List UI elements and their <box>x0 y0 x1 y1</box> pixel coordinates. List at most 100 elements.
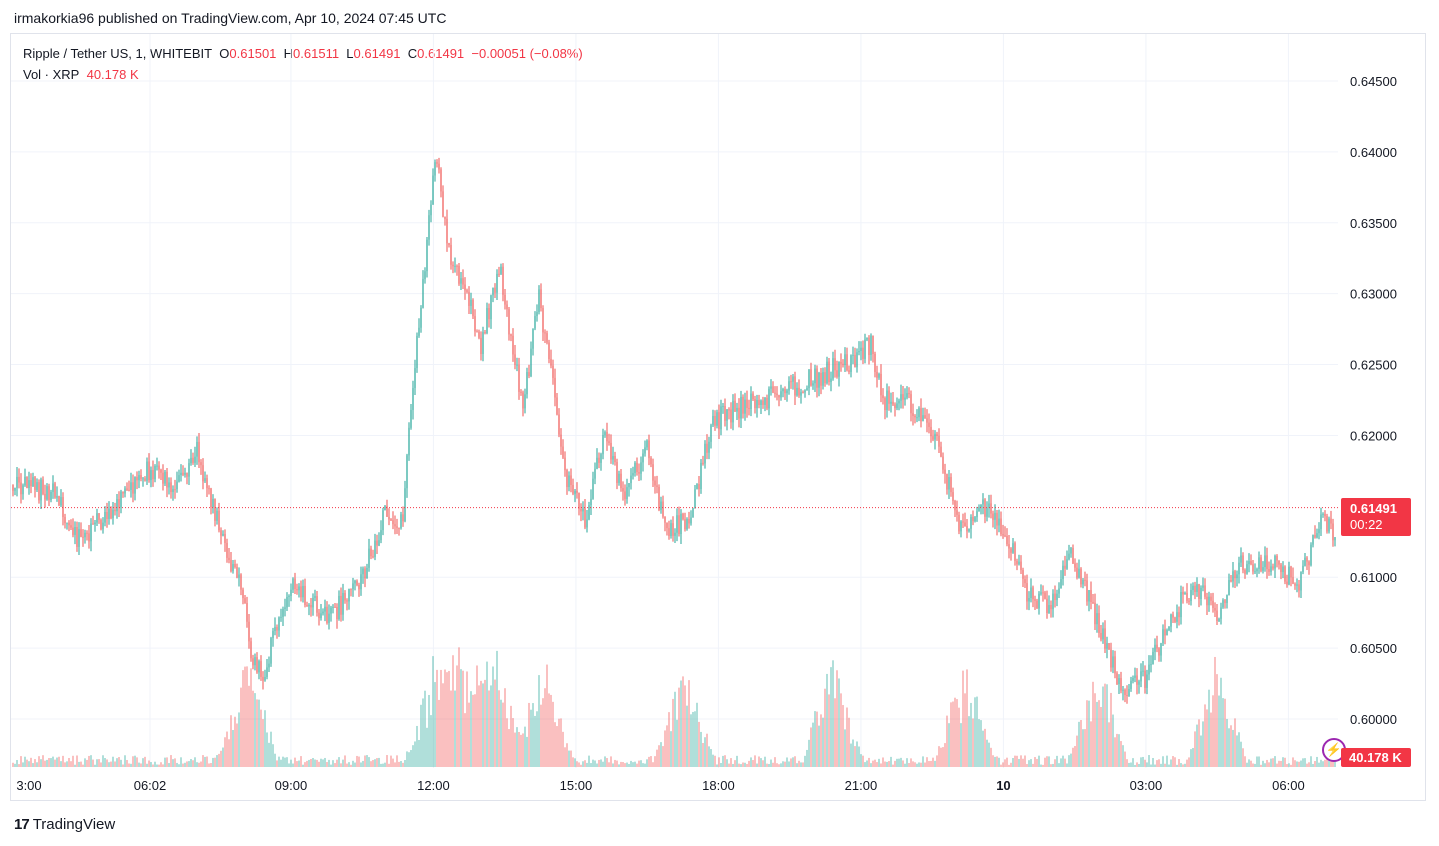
volume-bar <box>1262 760 1264 767</box>
candle-body <box>220 530 222 536</box>
candle-body <box>516 364 518 366</box>
candle-body <box>68 522 70 526</box>
volume-bar <box>728 763 730 767</box>
volume-bar <box>922 756 924 767</box>
volume-bar <box>1082 729 1084 767</box>
volume-bar <box>1224 698 1226 767</box>
volume-label[interactable]: Vol · XRP <box>23 67 80 82</box>
volume-bar <box>790 758 792 767</box>
candle-body <box>76 527 78 547</box>
tradingview-wordmark: TradingView <box>32 816 116 833</box>
candle-body <box>432 175 434 205</box>
last-price-value: 0.61491 <box>1350 501 1397 516</box>
tradingview-logo[interactable]: 17 TradingView <box>14 816 115 833</box>
volume-bar <box>584 760 586 767</box>
volume-bar <box>714 755 716 767</box>
volume-bar <box>1128 762 1130 767</box>
volume-bar <box>1210 712 1212 767</box>
volume-bar <box>488 690 490 767</box>
volume-bar <box>224 737 226 767</box>
volume-bar <box>1050 764 1052 767</box>
volume-bar <box>1014 755 1016 767</box>
volume-bar <box>1202 721 1204 767</box>
candle-body <box>526 372 528 395</box>
candle-body <box>176 481 178 490</box>
candle-body <box>1298 584 1300 591</box>
candle-body <box>1296 584 1298 586</box>
candle-body <box>1292 577 1294 584</box>
volume-bar <box>378 757 380 767</box>
volume-bar <box>712 754 714 767</box>
candle-body <box>558 414 560 435</box>
volume-bar <box>1016 755 1018 767</box>
volume-bar <box>20 756 22 767</box>
symbol-name[interactable]: Ripple / Tether US, 1, WHITEBIT <box>23 46 213 61</box>
volume-bar <box>394 762 396 767</box>
volume-bar <box>1252 763 1254 767</box>
volume-bar <box>158 764 160 767</box>
candle-body <box>1052 593 1054 610</box>
volume-bar <box>356 755 358 767</box>
volume-bar <box>1134 764 1136 767</box>
candle-body <box>1122 689 1124 691</box>
volume-bar <box>30 757 32 767</box>
volume-bar <box>666 725 668 767</box>
volume-bar <box>870 763 872 767</box>
volume-bar <box>480 680 482 767</box>
volume-bar <box>210 763 212 767</box>
candle-body <box>452 264 454 267</box>
candle-body <box>274 627 276 632</box>
volume-bar <box>614 759 616 767</box>
volume-bar <box>64 762 66 767</box>
candle-body <box>764 397 766 405</box>
volume-bar <box>844 729 846 767</box>
candle-body <box>362 568 364 575</box>
volume-bar <box>416 725 418 767</box>
candle-body <box>90 523 92 542</box>
candle-body <box>14 487 16 491</box>
candle-body <box>740 396 742 419</box>
volume-bar <box>42 755 44 767</box>
candle-body <box>190 457 192 464</box>
candle-body <box>708 441 710 453</box>
volume-bar <box>310 759 312 767</box>
candle-body <box>970 516 972 529</box>
candle-body <box>1182 591 1184 595</box>
candle-body <box>24 476 26 486</box>
candle-body <box>1214 608 1216 611</box>
candle-body <box>914 415 916 418</box>
volume-bar <box>722 755 724 767</box>
candle-body <box>818 372 820 388</box>
volume-bar <box>484 679 486 767</box>
candle-body <box>1278 560 1280 565</box>
volume-bar <box>1242 748 1244 767</box>
volume-bar <box>1008 764 1010 767</box>
candle-body <box>852 354 854 356</box>
volume-bar <box>734 760 736 767</box>
candle-body <box>1070 548 1072 554</box>
candle-body <box>66 522 68 524</box>
volume-bar <box>74 764 76 767</box>
candle-body <box>34 477 36 490</box>
candle-body <box>108 508 110 519</box>
volume-bar <box>1268 762 1270 767</box>
volume-bar <box>758 756 760 767</box>
candle-body <box>880 373 882 396</box>
volume-bar <box>456 665 458 767</box>
candle-body <box>324 606 326 612</box>
candle-body <box>1256 568 1258 572</box>
volume-bar <box>262 719 264 767</box>
candle-body <box>1000 518 1002 535</box>
candle-body <box>964 522 966 527</box>
candle-body <box>824 372 826 384</box>
candle-body <box>1238 562 1240 575</box>
candle-body <box>656 485 658 487</box>
volume-bar <box>1088 700 1090 767</box>
candle-body <box>380 530 382 541</box>
volume-bar <box>1306 763 1308 767</box>
volume-bar <box>612 763 614 767</box>
candle-body <box>624 491 626 500</box>
volume-bar <box>1024 755 1026 767</box>
volume-bar <box>514 732 516 767</box>
